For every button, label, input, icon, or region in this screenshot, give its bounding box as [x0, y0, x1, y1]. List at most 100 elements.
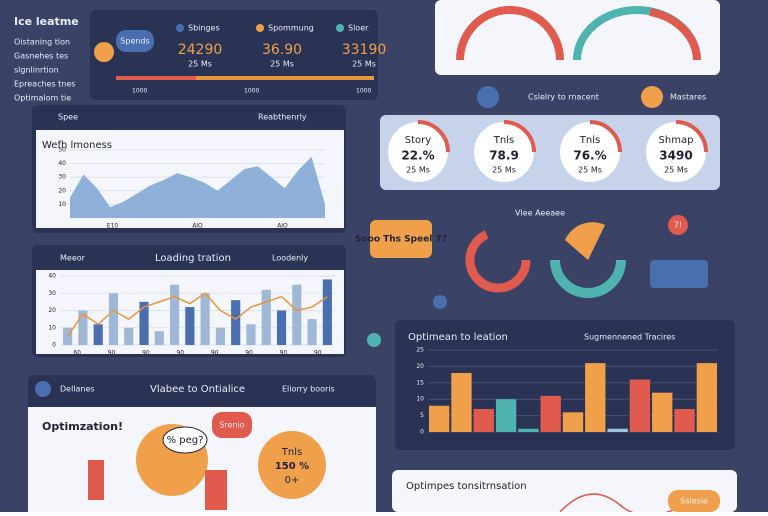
chart-title: Wefh lmoness: [42, 140, 112, 151]
x-tick-label: 90: [245, 350, 253, 357]
stat-circle: [388, 122, 448, 182]
x-tick-label: 90: [211, 350, 219, 357]
icon: [477, 86, 499, 108]
bar: [78, 310, 88, 345]
sidebar-line: slgnlinrtion: [14, 66, 59, 75]
bar: [307, 319, 317, 345]
stat-sub: 25 Ms: [406, 166, 430, 175]
bar: [139, 301, 149, 345]
legend-swatch: [176, 24, 184, 32]
person: [205, 470, 227, 510]
speech-bubble: [370, 220, 432, 258]
foot-label: 1000: [244, 88, 259, 95]
icon: [641, 86, 663, 108]
stat-value: 78.9: [489, 149, 519, 163]
sidebar-line: Gasnehes tes: [14, 52, 68, 61]
y-tick-label: 20: [58, 187, 66, 194]
area: [70, 156, 325, 218]
panel-title: Optimpes tonsitrnsation: [406, 481, 527, 492]
bar: [652, 392, 673, 432]
bar: [124, 327, 134, 345]
stat-value: 76.%: [573, 149, 606, 163]
bubble-text: % peg?: [167, 435, 204, 446]
icon: [35, 381, 51, 397]
legend-swatch: [336, 24, 344, 32]
donut: [550, 259, 626, 298]
gauge: [456, 6, 564, 61]
stat-value: 22.%: [401, 149, 434, 163]
link: Cslelry to rnacent: [528, 93, 599, 102]
stat-value: 36.90: [262, 42, 302, 58]
stat-name: Tnls: [579, 135, 600, 146]
bubble-text: Sooo Ths Speel 7?: [355, 235, 447, 245]
bar: [451, 372, 472, 432]
tab: Spee: [58, 113, 78, 122]
stat-ring: [589, 120, 622, 153]
trans-panel: [392, 470, 737, 512]
alert: [668, 215, 688, 235]
badge-text: Ssiesie: [680, 497, 708, 506]
stat-ring: [675, 120, 708, 153]
panel-title: Optimean to leation: [408, 332, 508, 343]
bar: [246, 324, 256, 345]
y-tick-label: 40: [48, 273, 56, 280]
heading: Optimzation!: [42, 420, 123, 433]
bar: [495, 399, 517, 432]
x-tick-label: 90: [176, 350, 184, 357]
sidebar-line: Oistaning tlon: [14, 38, 70, 47]
bar: [276, 310, 287, 345]
x-tick-label: AIO: [192, 223, 203, 230]
stat-ring: [503, 120, 536, 153]
alert-text: 7!: [674, 221, 682, 230]
y-tick-label: 0: [52, 342, 56, 349]
tab: Meeor: [60, 254, 86, 263]
menu: Reabthenrly: [258, 113, 307, 122]
foot-label: 1000: [356, 88, 371, 95]
bar: [629, 379, 651, 432]
bar: [292, 284, 302, 345]
stat-circle: [646, 122, 706, 182]
stat-value: 24290: [178, 42, 223, 58]
x-tick-label: 60: [73, 350, 81, 357]
y-tick-label: 5: [420, 412, 424, 419]
sidebar-line: Epreaches tnes: [14, 80, 75, 89]
x-tick-label: 90: [142, 350, 150, 357]
check: [367, 333, 381, 347]
stat-sub: 25 Ms: [664, 166, 688, 175]
bar: [473, 409, 494, 432]
bar: [540, 395, 561, 432]
bar: [429, 405, 450, 432]
y-tick-label: 20: [48, 307, 56, 314]
person: [88, 460, 104, 500]
bar: [231, 300, 241, 345]
y-tick-label: 30: [48, 290, 56, 297]
gauge: [649, 8, 701, 61]
sidebar-line: Optimalom tie: [14, 94, 71, 103]
sidebar-title: Ice leatme: [14, 15, 79, 28]
card-value: 150 %: [275, 461, 309, 472]
bubble: [212, 412, 252, 438]
x-tick-label: E10: [107, 223, 119, 230]
stat-value: 33190: [342, 42, 387, 58]
bar: [108, 293, 119, 345]
stat-ring: [417, 120, 450, 153]
stat-value: 3490: [659, 149, 692, 163]
bar: [607, 428, 628, 432]
legend-label: Spommung: [268, 24, 314, 33]
bar: [585, 363, 606, 432]
y-tick-label: 20: [416, 363, 424, 370]
y-tick-label: 50: [58, 147, 66, 154]
stat-sub: 25 Ms: [578, 166, 602, 175]
stat-circle: [474, 122, 534, 182]
panel-title: Vlabee to Ontialice: [150, 384, 245, 395]
card: [258, 431, 326, 499]
panel-title: Loading tration: [155, 253, 231, 264]
gauge-panel: [435, 0, 720, 75]
label: Vlee Aeeaee: [515, 209, 565, 218]
stats-panel: [380, 115, 720, 190]
legend-label: Sbinges: [188, 24, 220, 33]
link: Mastares: [670, 93, 706, 102]
bar: [518, 428, 539, 432]
stat-name: Story: [405, 135, 431, 146]
legend-label: Sloer: [348, 24, 369, 33]
